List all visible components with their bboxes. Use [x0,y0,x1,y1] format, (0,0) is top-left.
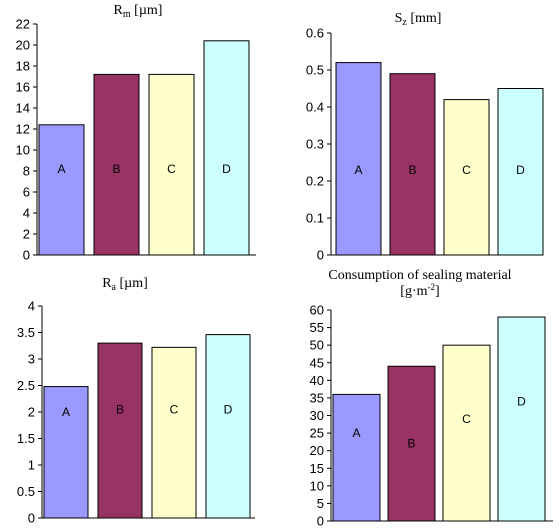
chart-sz: Sz [mm] 0 0.1 0.2 0.3 0.4 0.5 0.6 A B C D [306,11,544,263]
y-tick-label: 60 [310,303,324,318]
bar-b [387,365,436,522]
bar-label-c: C [462,163,471,177]
bar-a [335,62,382,256]
y-tick-label: 16 [16,80,30,95]
y-tick-label: 20 [16,38,30,53]
y-tick-label: 10 [310,478,324,493]
bar-d [203,40,250,256]
y-tick-label: 4 [28,299,35,314]
bar-b [97,342,143,519]
y-tick-label: 1.5 [17,431,35,446]
y-tick-label: 20 [310,443,324,458]
bar-label-b: B [112,162,120,176]
y-tick-label: 0.5 [17,484,35,499]
y-tick-label: 2 [23,227,30,242]
bar-label-a: A [354,163,362,177]
bar-b [389,73,436,256]
bar-a [38,124,85,256]
bar-c [148,73,195,256]
y-tick-label: 5 [317,496,324,511]
y-tick-label: 0 [317,514,324,528]
bar-label-a: A [62,405,70,419]
y-tick-label: 2 [28,405,35,420]
y-tick-label: 30 [310,408,324,423]
bar-label-a: A [352,426,360,440]
bar-label-d: D [516,163,525,177]
y-tick-label: 4 [23,206,30,221]
chart-title-ra: Ra [µm] [102,276,148,293]
y-tick-label: 10 [16,143,30,158]
y-tick-label: 15 [310,461,324,476]
y-tick-label: 0 [317,248,324,263]
y-tick-label: 0 [28,511,35,526]
y-tick-label: 0.1 [306,211,324,226]
bar-label-b: B [116,402,124,416]
y-tick-label: 35 [310,390,324,405]
bar-label-c: C [170,402,179,416]
y-tick-label: 0.6 [306,26,324,41]
y-tick-label: 2.5 [17,378,35,393]
y-tick-label: 12 [16,122,30,137]
y-tick-label: 0.2 [306,174,324,189]
bar-label-c: C [462,412,471,426]
bar-d [205,334,251,519]
bar-label-a: A [57,162,65,176]
y-tick-label: 40 [310,373,324,388]
bar-label-d: D [517,394,526,408]
chart-consumption: Consumption of sealing material [g·m-2] … [310,268,553,528]
y-tick-label: 3 [28,352,35,367]
y-tick-label: 0.3 [306,137,324,152]
bar-label-d: D [222,162,231,176]
y-tick-label: 1 [28,458,35,473]
chart-title-rm: Rm [µm] [114,3,163,20]
bar-c [443,99,490,256]
bar-c [151,346,197,519]
bar-a [43,386,89,519]
bar-label-d: D [224,402,233,416]
bar-label-b: B [407,437,415,451]
chart-title-sz: Sz [mm] [395,11,442,28]
y-tick-label: 25 [310,426,324,441]
y-tick-label: 14 [16,101,30,116]
y-tick-label: 50 [310,338,324,353]
bar-a [332,393,381,522]
y-tick-label: 6 [23,185,30,200]
y-tick-label: 0 [23,248,30,263]
y-tick-label: 18 [16,59,30,74]
chart-title-consumption: Consumption of sealing material [328,268,511,283]
bar-label-c: C [167,162,176,176]
bar-d [497,316,546,522]
bar-d [497,88,544,256]
bar-c [442,344,491,522]
y-tick-label: 22 [16,17,30,32]
y-tick-label: 0.4 [306,100,324,115]
bar-b [93,73,140,256]
y-tick-label: 3.5 [17,325,35,340]
chart-title-consumption-unit: [g·m-2] [400,282,439,299]
y-tick-label: 55 [310,320,324,335]
chart-ra: Ra [µm] 0 0.5 1 1.5 2 2.5 3 3.5 4 A B C D [17,276,255,526]
bar-label-b: B [408,163,416,177]
y-tick-label: 8 [23,164,30,179]
chart-rm: Rm [µm] 0 2 4 6 8 10 12 14 16 18 20 22 A B C D [16,3,256,263]
y-tick-label: 45 [310,355,324,370]
y-tick-label: 0.5 [306,63,324,78]
